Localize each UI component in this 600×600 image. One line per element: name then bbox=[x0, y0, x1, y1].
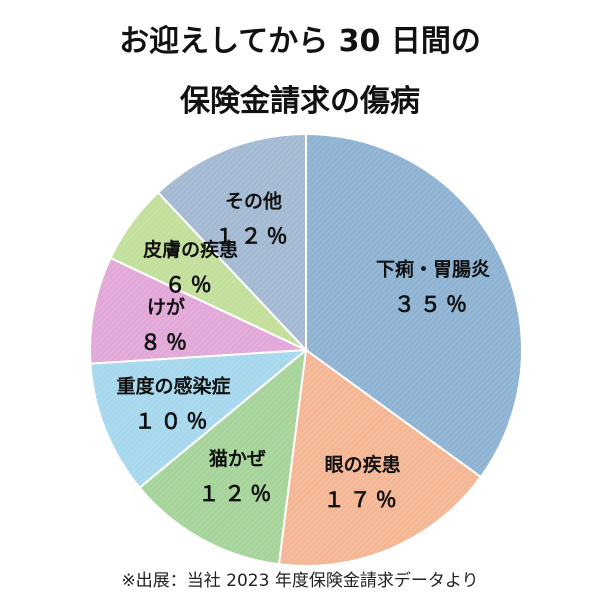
slice-label-1: 眼の疾患 bbox=[325, 453, 401, 476]
pie-slice-texture-2 bbox=[139, 350, 306, 565]
slice-percent-6: １２％ bbox=[215, 224, 293, 248]
pie-slice-texture-0 bbox=[306, 134, 522, 477]
slice-label-5: 皮膚の疾患 bbox=[143, 238, 238, 261]
slice-label-2: 猫かぜ bbox=[209, 447, 266, 470]
pie-slice-texture-5 bbox=[110, 192, 306, 350]
chart-title-line2: 保険金請求の傷病 bbox=[180, 84, 420, 119]
slice-label-6: その他 bbox=[225, 189, 282, 212]
chart-title-line1: お迎えしてから 30 日間の bbox=[119, 24, 481, 59]
source-note: ※出展：当社 2023 年度保険金請求データより bbox=[121, 571, 479, 591]
pie-slice-texture-4 bbox=[89, 258, 306, 364]
pie-slice-texture-6 bbox=[158, 134, 306, 350]
slice-label-3: 重度の感染症 bbox=[116, 374, 230, 397]
slice-label-0: 下痢・胃腸炎 bbox=[376, 257, 490, 280]
slice-percent-2: １２％ bbox=[198, 482, 276, 506]
slice-label-4: けが bbox=[147, 295, 185, 318]
slice-percent-4: ８％ bbox=[140, 330, 192, 354]
slice-percent-5: ６％ bbox=[165, 273, 217, 297]
pie-slice-texture-3 bbox=[90, 350, 306, 488]
pie-slice-texture-1 bbox=[278, 350, 481, 566]
slice-percent-0: ３５％ bbox=[394, 292, 472, 316]
slice-percent-1: １７％ bbox=[324, 488, 402, 512]
slice-percent-3: １０％ bbox=[134, 409, 212, 433]
